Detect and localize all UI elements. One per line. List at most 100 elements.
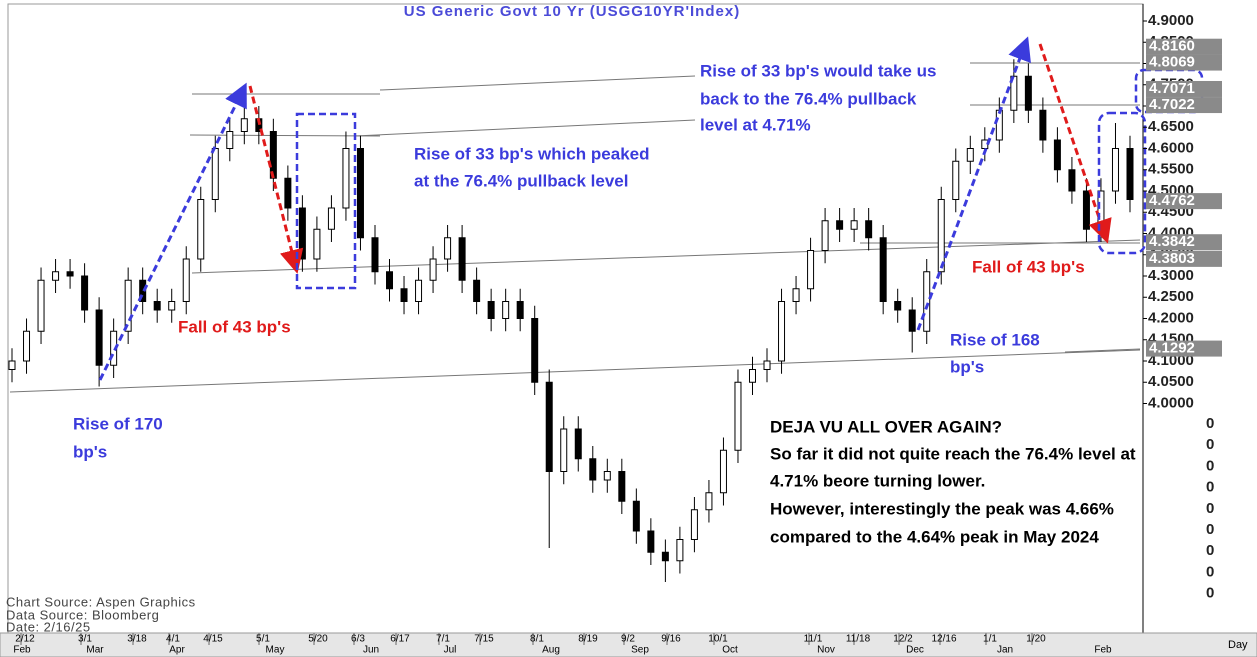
month-label: Oct — [722, 645, 738, 656]
month-label: Feb — [1094, 645, 1112, 656]
candle-body — [226, 131, 234, 149]
candle-body — [879, 237, 887, 302]
candle-body — [836, 220, 844, 230]
level-label-box — [1146, 340, 1222, 357]
x-tick-label: 3/1 — [78, 634, 92, 645]
y-tick-label: 4.3000 — [1148, 267, 1194, 284]
x-tick-label: 6/17 — [390, 634, 410, 645]
candle-body — [545, 381, 553, 472]
candle-body — [81, 275, 89, 311]
candle-body — [240, 118, 248, 132]
annotation: level at 4.71% — [700, 115, 811, 134]
arrow-up — [916, 36, 1031, 331]
month-label: Sep — [631, 645, 649, 656]
candle-body — [182, 258, 190, 302]
annotation: DEJA VU ALL OVER AGAIN? — [770, 417, 1002, 436]
candle-body — [661, 551, 669, 562]
candle-body — [821, 220, 829, 251]
candle-body — [792, 288, 800, 302]
candle-body — [168, 301, 176, 311]
candle-body — [1126, 148, 1134, 200]
axis-artifact-label: 0 — [1206, 585, 1214, 602]
level-line — [379, 75, 696, 91]
candles — [8, 59, 1134, 582]
level-label: 4.7022 — [1149, 96, 1195, 113]
month-label: May — [266, 645, 285, 656]
candle-body — [371, 237, 379, 273]
month-label: Apr — [169, 645, 185, 656]
candle-body — [37, 279, 45, 332]
level-label-box — [1146, 80, 1222, 97]
candle-body — [719, 449, 727, 494]
axis-artifact-label: 0 — [1206, 436, 1214, 453]
candle-body — [327, 207, 335, 230]
axis-artifact-label: 0 — [1206, 479, 1214, 496]
x-tick-label: 12/2 — [893, 634, 913, 645]
candle-body — [473, 279, 481, 302]
x-tick-label: 6/3 — [351, 634, 365, 645]
level-line — [189, 134, 381, 137]
level-label-box — [1146, 97, 1222, 114]
candle-body — [458, 237, 466, 281]
annotation: 4.71% beore turning lower. — [770, 471, 985, 490]
candle-body — [748, 369, 756, 383]
candle-body — [865, 220, 873, 239]
candle-body — [313, 228, 321, 260]
candle-body — [923, 271, 931, 332]
month-label: Jun — [363, 645, 379, 656]
y-tick-label: 4.6000 — [1148, 139, 1194, 156]
candle-body — [1039, 109, 1047, 141]
candle-body — [66, 271, 74, 277]
level-label: 4.3803 — [1149, 250, 1195, 267]
month-label: Jul — [444, 645, 457, 656]
month-label: Mar — [86, 645, 104, 656]
axis-artifact-label: 0 — [1206, 500, 1214, 517]
arrows — [98, 36, 1112, 381]
month-label: Nov — [817, 645, 835, 656]
level-line — [354, 119, 696, 137]
annotation: However, interestingly the peak was 4.66… — [770, 499, 1114, 518]
annotation: Rise of 170 — [73, 414, 163, 433]
candle-body — [1068, 169, 1076, 192]
candle-body — [908, 309, 916, 332]
y-tick-label: 4.6500 — [1148, 118, 1194, 135]
candle-body — [894, 301, 902, 311]
candle-body — [603, 471, 611, 481]
annotation: Rise of 168 — [950, 330, 1040, 349]
candle-body — [1111, 148, 1119, 192]
y-tick-label: 4.5500 — [1148, 161, 1194, 178]
annotation: at the 76.4% pullback level — [414, 171, 628, 190]
y-tick-label: 4.0000 — [1148, 394, 1194, 411]
level-label: 4.1292 — [1149, 340, 1195, 357]
level-line — [1064, 348, 1141, 353]
month-label: Jan — [997, 645, 1013, 656]
axis-artifact-label: 0 — [1206, 542, 1214, 559]
level-label-box — [1146, 234, 1222, 251]
candle-body — [284, 177, 292, 209]
annotation: Fall of 43 bp's — [972, 257, 1085, 276]
x-tick-label: 7/15 — [474, 634, 494, 645]
candle-body — [502, 301, 510, 319]
candle-body — [589, 458, 597, 481]
candle-body — [705, 492, 713, 511]
candle-body — [23, 330, 31, 362]
annotation: Rise of 33 bp's which peaked — [414, 144, 650, 163]
axis-artifact-label: 0 — [1206, 521, 1214, 538]
candle-body — [995, 109, 1003, 141]
candle-body — [95, 309, 103, 366]
level-label: 4.3842 — [1149, 233, 1195, 250]
candle-body — [1053, 139, 1061, 171]
level-label-box — [1146, 38, 1222, 55]
x-tick-label: 4/15 — [203, 634, 223, 645]
y-tick-label: 4.2500 — [1148, 288, 1194, 305]
x-tick-label: 7/1 — [436, 634, 450, 645]
candle-body — [734, 381, 742, 451]
level-label: 4.7071 — [1149, 80, 1195, 97]
candle-body — [1082, 190, 1090, 230]
arrow-down — [1038, 43, 1112, 244]
axis-artifact-label: 0 — [1206, 415, 1214, 432]
chart-title: US Generic Govt 10 Yr (USGG10YR'Index) — [404, 3, 740, 20]
candle-body — [52, 271, 60, 281]
candle-body — [8, 360, 16, 370]
x-tick-label: 11/18 — [846, 634, 871, 645]
